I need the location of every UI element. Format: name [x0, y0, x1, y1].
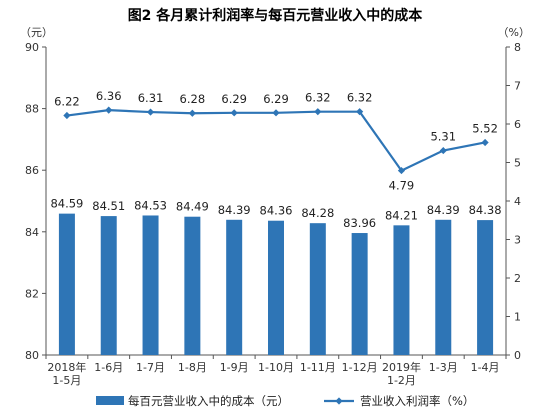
profit-rate-label: 6.36	[96, 89, 122, 103]
x-tick-label: 1-8月	[178, 361, 207, 374]
cost-bar	[184, 216, 201, 355]
x-tick-label-line2: 1-2月	[387, 374, 416, 387]
cost-bar	[309, 223, 326, 355]
legend: 每百元营业收入中的成本（元） 营业收入利润率（%）	[96, 394, 474, 408]
x-tick-label: 1-3月	[429, 361, 458, 374]
cost-bar	[142, 215, 159, 355]
left-tick-label: 80	[25, 349, 39, 362]
profit-rate-point	[230, 109, 238, 117]
cost-bar-label: 83.96	[343, 216, 376, 230]
profit-rate-point	[188, 109, 196, 117]
cost-bar	[393, 225, 410, 355]
x-tick-label: 1-6月	[94, 361, 123, 374]
profit-rate-label: 6.29	[263, 92, 289, 106]
right-tick-label: 1	[514, 311, 521, 324]
profit-rate-point	[314, 108, 322, 116]
profit-rate-point	[481, 138, 489, 147]
cost-bar-label: 84.59	[50, 197, 83, 211]
cost-bar-label: 84.36	[260, 204, 293, 218]
x-tick-label: 1-9月	[220, 361, 249, 374]
cost-bar	[268, 220, 284, 355]
profit-rate-label: 6.32	[305, 91, 331, 105]
right-tick-label: 3	[514, 234, 521, 247]
x-tick-label-line2: 1-5月	[52, 374, 81, 387]
profit-rate-label: 6.31	[138, 91, 164, 105]
x-tick-label: 2019年	[382, 360, 421, 374]
profit-rate-label: 4.79	[389, 179, 415, 193]
right-tick-label: 2	[514, 272, 521, 285]
left-tick-label: 88	[25, 103, 39, 116]
legend-bar-swatch	[96, 396, 124, 405]
legend-bar-label: 每百元营业收入中的成本（元）	[128, 394, 289, 408]
cost-bar-label: 84.38	[469, 203, 502, 217]
cost-bar	[58, 213, 75, 355]
cost-bar-label: 84.51	[92, 199, 125, 213]
profit-rate-point	[356, 108, 364, 116]
cost-bar	[351, 233, 368, 355]
right-tick-label: 6	[514, 118, 521, 131]
cost-bar-label: 84.53	[134, 198, 167, 212]
cost-bar	[100, 216, 117, 355]
cost-bar-label: 84.21	[385, 208, 418, 222]
x-tick-label: 1-4月	[471, 361, 500, 374]
chart-title: 图2 各月累计利润率与每百元营业收入中的成本	[128, 7, 424, 24]
profit-rate-line	[66, 109, 486, 172]
right-tick-label: 0	[514, 349, 521, 362]
x-tick-label: 1-12月	[342, 361, 378, 374]
cost-bar-label: 84.39	[218, 203, 251, 217]
left-tick-label: 84	[25, 226, 39, 239]
x-tick-label: 1-10月	[258, 361, 294, 374]
profit-rate-label: 6.28	[180, 92, 206, 106]
profit-rate-label: 5.52	[472, 121, 498, 135]
right-tick-label: 4	[514, 195, 521, 208]
left-tick-label: 86	[25, 164, 39, 177]
cost-bar	[477, 220, 494, 355]
left-tick-label: 90	[25, 41, 39, 54]
profit-rate-point	[146, 108, 155, 116]
cost-bar-label: 84.39	[427, 203, 460, 217]
legend-line-marker	[335, 397, 343, 405]
profit-rate-point	[105, 106, 113, 114]
x-tick-label: 1-11月	[300, 361, 336, 374]
profit-rate-label: 6.22	[54, 95, 80, 109]
right-tick-label: 5	[514, 157, 521, 170]
profit-rate-label: 5.31	[430, 130, 456, 144]
profit-rate-label: 6.32	[347, 91, 373, 105]
profit-rate-point	[272, 109, 280, 117]
profit-rate-point	[397, 166, 406, 175]
cost-bar	[435, 219, 452, 355]
cost-bar	[226, 219, 243, 355]
x-tick-label: 2018年	[47, 360, 86, 374]
legend-line-label: 营业收入利润率（%）	[360, 394, 474, 408]
cost-bar-label: 84.49	[176, 200, 209, 214]
x-tick-label: 1-7月	[136, 361, 165, 374]
right-tick-label: 7	[514, 80, 521, 93]
cost-bar-label: 84.28	[301, 206, 334, 220]
right-axis-unit: （%）	[498, 26, 530, 39]
right-tick-label: 8	[514, 41, 521, 54]
profit-rate-label: 6.29	[221, 92, 247, 106]
left-axis-unit: （元）	[20, 26, 53, 39]
profit-rate-point	[63, 111, 71, 120]
left-tick-label: 82	[25, 287, 39, 300]
profit-rate-point	[439, 146, 447, 155]
